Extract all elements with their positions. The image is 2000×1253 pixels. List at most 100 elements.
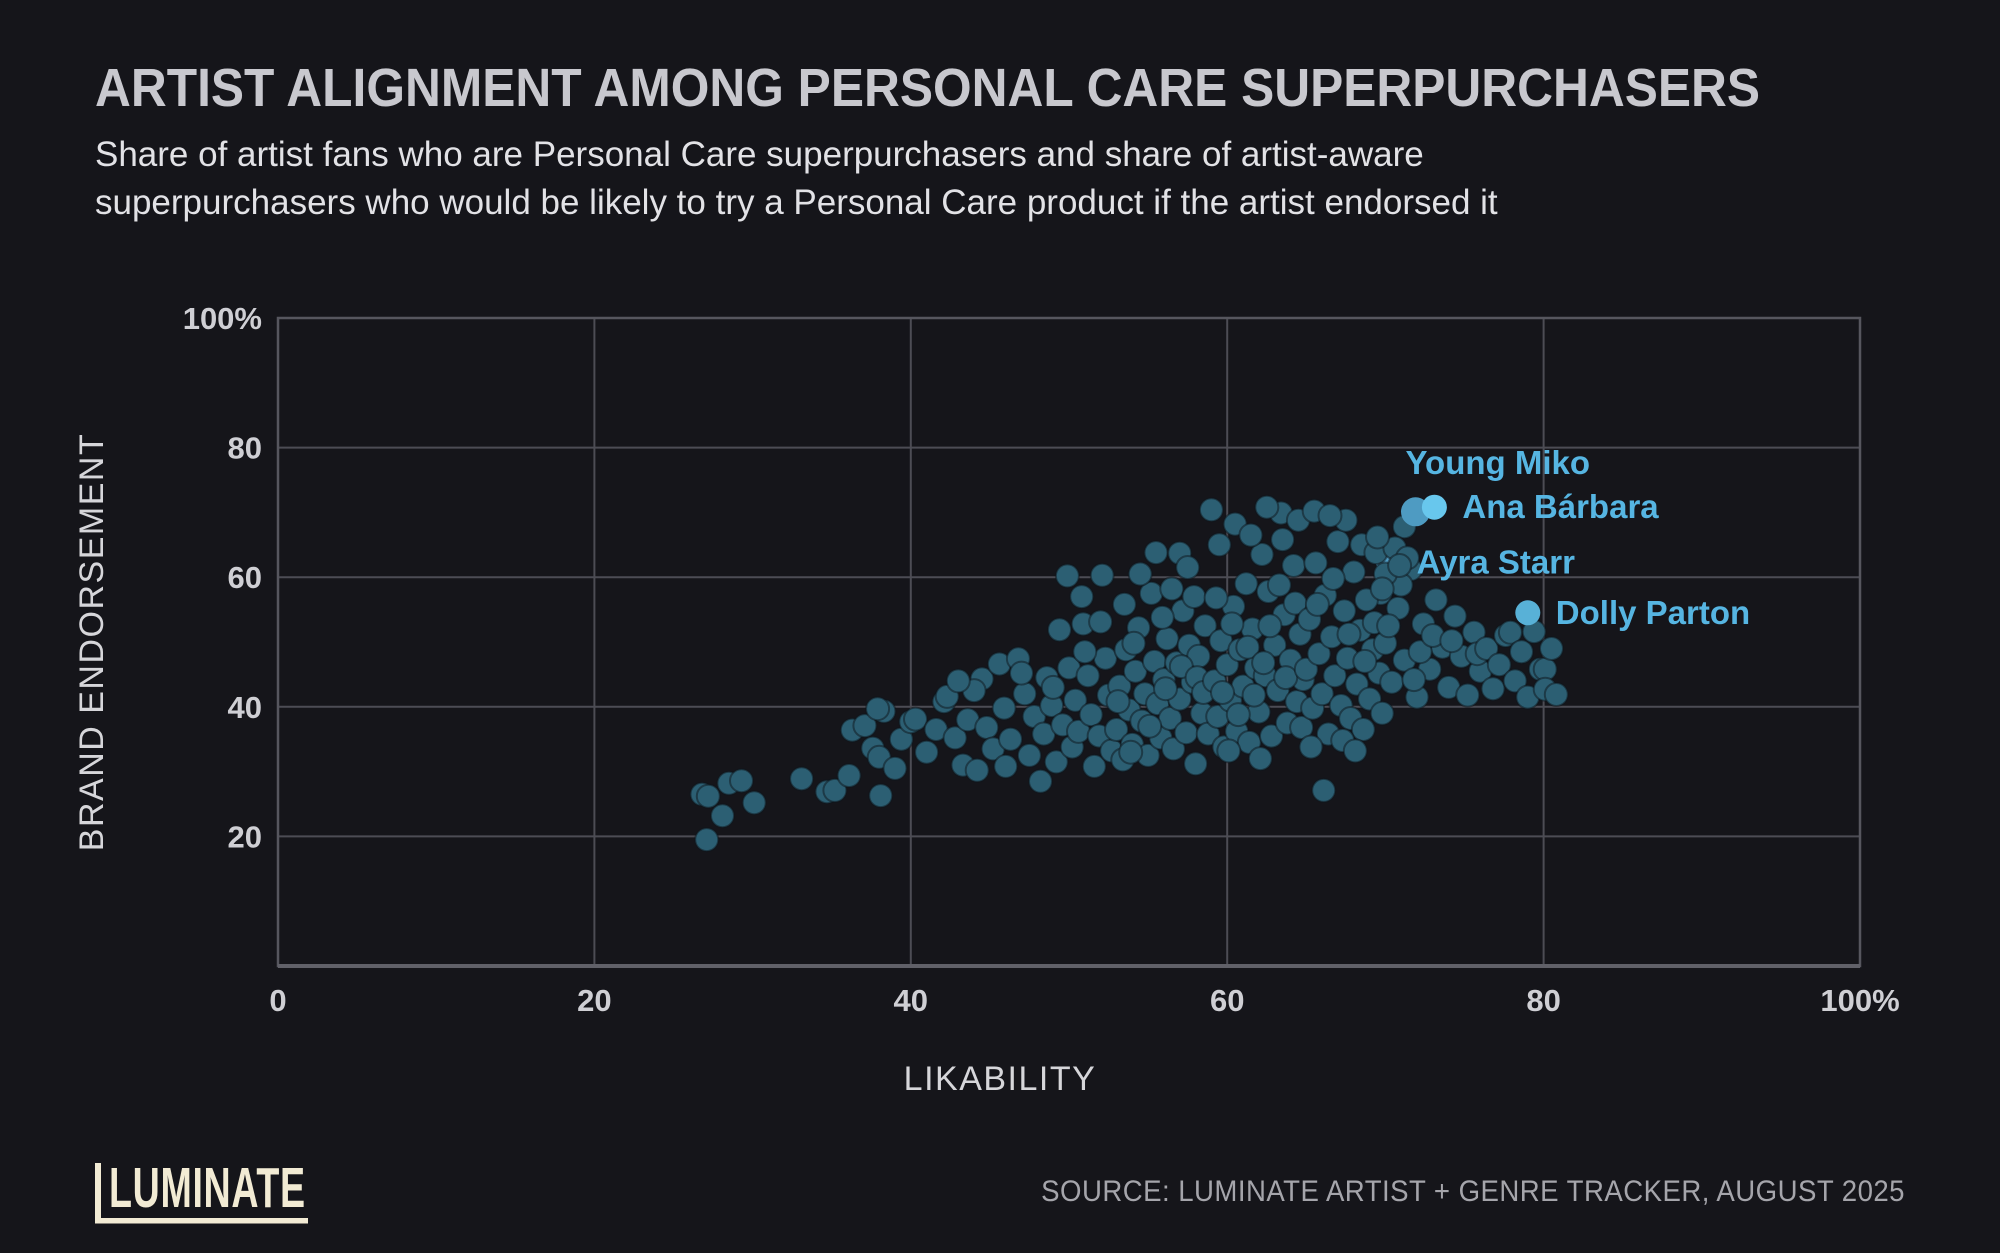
page-title: ARTIST ALIGNMENT AMONG PERSONAL CARE SUP… <box>95 57 1760 117</box>
scatter-dot <box>1486 652 1512 678</box>
scatter-dot <box>1249 542 1275 567</box>
scatter-dot <box>1251 650 1277 676</box>
subtitle-line-2: superpurchasers who would be likely to t… <box>95 183 1498 222</box>
scatter-dot <box>1183 751 1209 777</box>
scatter-dot <box>1092 645 1118 671</box>
footer: LUMINATE SOURCE: LUMINATE ARTIST + GENRE… <box>95 1156 1905 1224</box>
scatter-dot <box>1047 617 1072 643</box>
scatter-dot <box>1342 738 1368 764</box>
scatter-dot <box>1160 736 1186 762</box>
scatter-dot <box>1331 598 1357 624</box>
y-tick-label: 40 <box>228 690 262 725</box>
scatter-dot <box>694 827 720 853</box>
artist-dot-dolly-parton <box>1515 600 1541 626</box>
artist-label-dolly-parton: Dolly Parton <box>1556 594 1750 631</box>
y-tick-label: 20 <box>228 819 262 854</box>
scatter-dot <box>1062 687 1088 713</box>
scatter-dot <box>1210 680 1235 705</box>
scatter-dot <box>1298 734 1324 760</box>
scatter-dot <box>1509 639 1534 665</box>
scatter-dot <box>1154 626 1180 652</box>
scatter-dot <box>1159 576 1185 602</box>
scatter-dot <box>1081 753 1107 779</box>
scatter-dot <box>1266 572 1292 598</box>
scatter-dot <box>1072 639 1098 665</box>
scatter-dot <box>974 715 1000 740</box>
x-tick-label: 40 <box>894 983 928 1018</box>
artist-label-ana-barbara: Ana Bárbara <box>1462 488 1659 525</box>
scatter-dot <box>1336 621 1362 647</box>
scatter-dot <box>1303 550 1329 576</box>
x-tick-label: 20 <box>577 983 611 1018</box>
x-tick-label: 80 <box>1526 983 1560 1018</box>
scatter-dot <box>1311 777 1337 803</box>
scatter-dot <box>1238 522 1264 548</box>
scatter-dot <box>1075 663 1101 689</box>
artist-label-ayra-starr: Ayra Starr <box>1417 543 1576 580</box>
scatter-dot <box>1442 603 1468 629</box>
scatter-dot <box>1028 768 1053 794</box>
scatter-dot <box>1369 700 1395 726</box>
scatter-dot <box>1088 609 1114 635</box>
scatter-dot <box>1219 611 1245 637</box>
scatter-dot <box>1474 636 1500 661</box>
scatter-dot <box>1069 584 1095 610</box>
scatter-dot <box>942 725 968 751</box>
logo-wordmark: LUMINATE <box>109 1156 306 1220</box>
scatter-dot <box>789 766 815 792</box>
scatter-dot <box>1455 682 1481 708</box>
plot-border <box>276 316 1862 968</box>
scatter-dot <box>729 768 754 794</box>
scatter-dot <box>1198 497 1224 523</box>
scatter-dot <box>1206 532 1232 558</box>
scatter-dot <box>1306 641 1332 667</box>
y-axis-title: BRAND ENDORSEMENT <box>73 433 111 851</box>
header: ARTIST ALIGNMENT AMONG PERSONAL CARE SUP… <box>95 57 1760 222</box>
scatter-dot <box>903 706 928 732</box>
scatter-dot <box>1369 576 1395 602</box>
scatter-dot <box>1247 746 1273 772</box>
scatter-dot <box>1009 660 1034 686</box>
scatter-dot <box>1379 669 1405 695</box>
scatter-dot <box>1423 587 1449 613</box>
scatter-dot <box>1350 717 1376 742</box>
scatter-dot <box>1309 681 1335 707</box>
scatter-dot <box>741 790 767 816</box>
logo-left-bar <box>95 1163 101 1223</box>
scatter-dot <box>1111 591 1137 617</box>
x-axis-tick-labels: 0 20 40 60 80 100% <box>269 983 1899 1018</box>
scatter-dot <box>1043 749 1069 775</box>
scatter-dot <box>1137 713 1163 739</box>
scatter-dot <box>1341 559 1367 585</box>
y-axis-tick-labels: 100% 80 60 40 20 <box>183 301 262 854</box>
source-credit: SOURCE: LUMINATE ARTIST + GENRE TRACKER,… <box>1041 1175 1905 1208</box>
scatter-dot <box>882 755 908 781</box>
luminate-logo: LUMINATE <box>95 1156 308 1224</box>
scatter-dot <box>1127 561 1153 587</box>
scatter-dot <box>1173 720 1199 746</box>
scatter-dot <box>1352 648 1378 674</box>
scatter-dot <box>1105 689 1131 715</box>
scatter-points <box>689 494 1569 853</box>
scatter-dot <box>998 726 1023 752</box>
gridlines <box>277 317 1861 966</box>
y-tick-label: 80 <box>228 431 262 466</box>
highlighted-artists: Ayra Starr Young Miko Ana Bárbara Dolly Par… <box>1401 444 1750 631</box>
scatter-dot <box>1407 639 1433 665</box>
x-axis-title: LIKABILITY <box>904 1060 1097 1098</box>
scatter-dot <box>1502 668 1528 694</box>
scatter-dot <box>1401 667 1427 693</box>
x-tick-label: 100% <box>1820 983 1899 1018</box>
scatter-dot <box>1376 613 1402 639</box>
scatter-dot <box>1121 630 1147 656</box>
scatter-dot <box>710 803 735 829</box>
scatter-dot <box>1539 636 1564 661</box>
scatter-dot <box>1153 676 1178 702</box>
scatter-dot <box>1225 702 1251 728</box>
scatter-dot <box>1387 553 1413 578</box>
scatter-dot <box>852 713 878 739</box>
scatter-dot <box>1365 524 1390 550</box>
scatter-dot <box>868 783 894 809</box>
